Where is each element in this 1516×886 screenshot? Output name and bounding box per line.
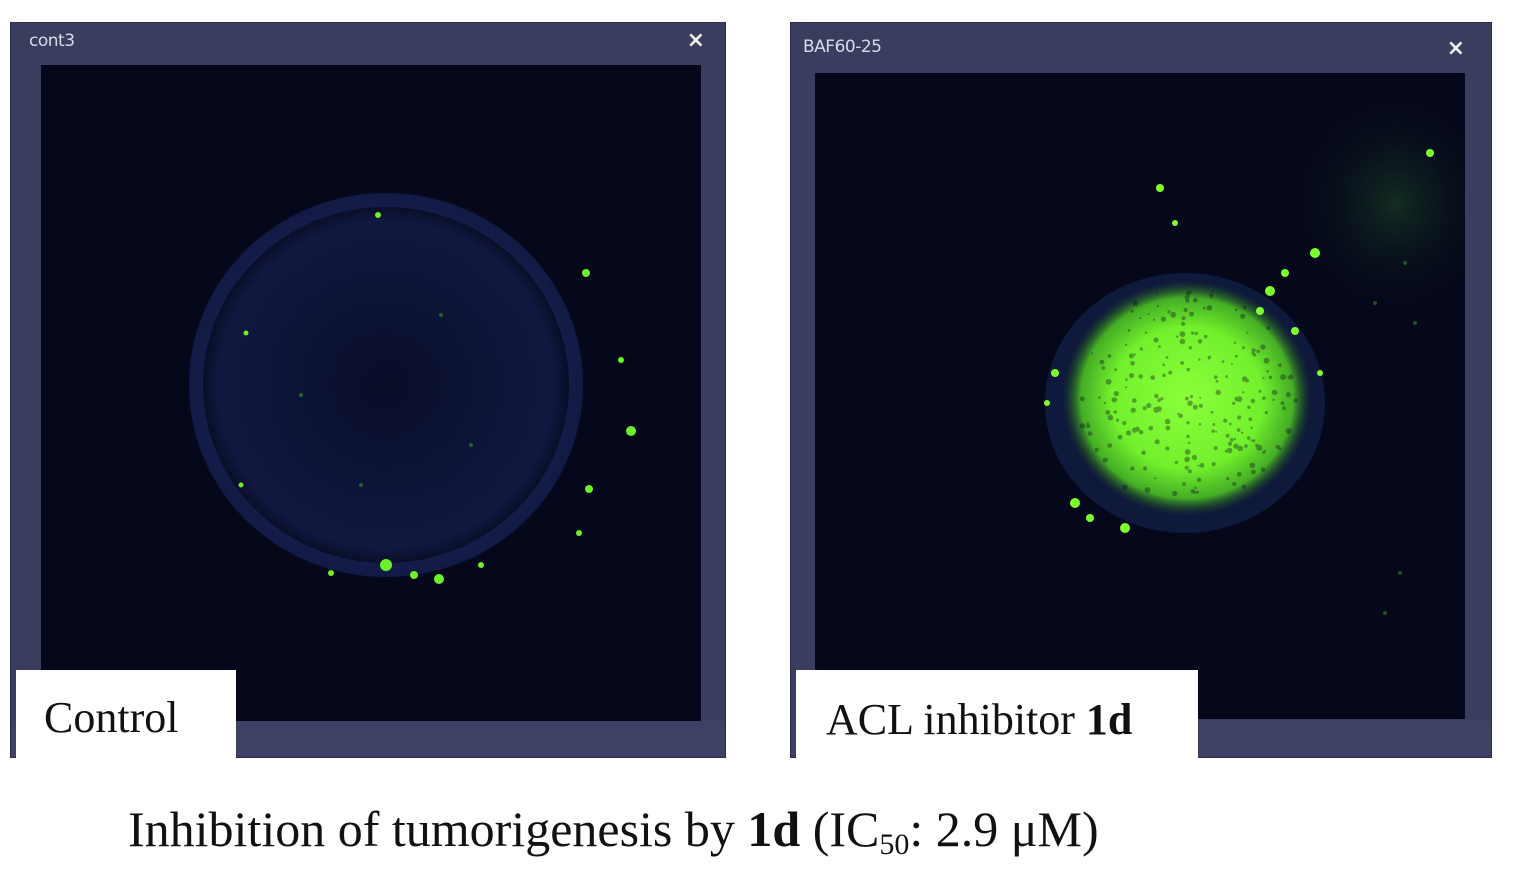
micrograph-treated-image [815,73,1465,719]
window-title: cont3 [29,31,75,51]
figure-caption: Inhibition of tumorigenesis by 1d (IC50:… [128,800,1099,862]
panel-label-control: Control [16,670,236,758]
caption-bold-compound: 1d [747,801,801,857]
caption-prefix: Inhibition of tumorigenesis by [128,801,748,857]
window-titlebar[interactable]: cont3 × [11,23,725,61]
close-icon[interactable]: × [1446,36,1465,61]
panel-label-text: Control [44,693,179,742]
micrograph-control-image [41,65,701,721]
panel-label-treated: ACL inhibitor 1d [796,670,1198,758]
caption-paren: (IC [800,801,880,857]
panel-label-bold: 1d [1085,695,1133,744]
window-titlebar[interactable]: BAF60-25 × [791,23,1491,61]
close-icon[interactable]: × [686,28,705,53]
panel-label-text: ACL inhibitor [826,695,1086,744]
image-window-control: cont3 × [10,22,726,758]
image-window-treated: BAF60-25 × [790,22,1492,758]
caption-subscript: 50 [879,828,910,861]
window-title: BAF60-25 [803,37,882,57]
caption-suffix: : 2.9 μM) [909,801,1099,857]
micrograph-treated [815,73,1465,719]
micrograph-control [41,65,701,721]
